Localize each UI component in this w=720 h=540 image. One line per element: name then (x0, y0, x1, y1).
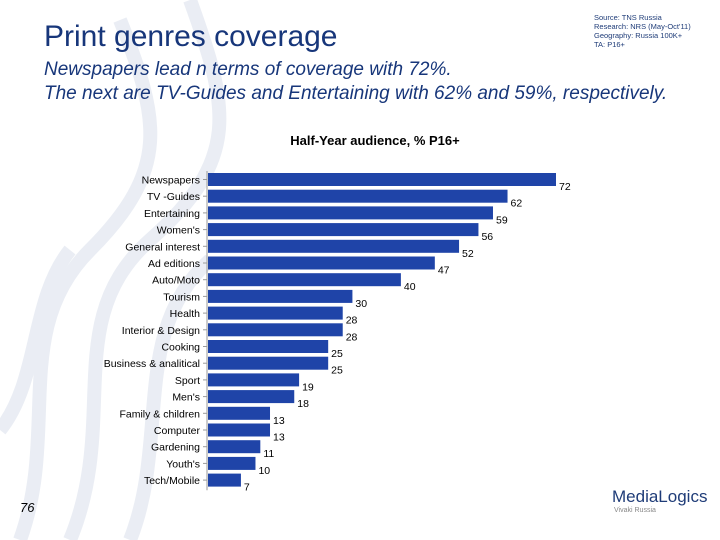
bar (208, 206, 493, 220)
category-label: Newspapers (142, 175, 200, 187)
bar (208, 440, 261, 454)
logo-subtext: Vivaki Russia (614, 507, 656, 514)
value-label: 30 (355, 298, 367, 310)
category-label: Cooking (161, 342, 200, 354)
category-label: TV -Guides (147, 191, 200, 203)
source-line: Source: TNS Russia (594, 13, 662, 22)
value-label: 7 (244, 482, 250, 494)
category-label: Gardening (151, 442, 200, 454)
slide-title: Print genres coverage (44, 20, 338, 53)
bar (208, 289, 353, 303)
value-label: 40 (404, 281, 416, 293)
category-label: Tourism (163, 291, 200, 303)
chart-title: Half-Year audience, % P16+ (290, 133, 460, 148)
value-label: 19 (302, 381, 314, 393)
bar (208, 256, 435, 270)
value-label: 59 (496, 214, 508, 226)
bar (208, 306, 343, 320)
bar (208, 456, 256, 470)
value-label: 13 (273, 415, 285, 427)
value-label: 62 (511, 198, 523, 210)
category-label: General interest (125, 241, 200, 253)
category-label: Tech/Mobile (144, 475, 200, 487)
category-label: Auto/Moto (152, 275, 200, 287)
category-label: Sport (175, 375, 200, 387)
value-label: 56 (481, 231, 493, 243)
bar (208, 373, 300, 387)
bar (208, 273, 401, 287)
value-label: 47 (438, 265, 450, 277)
value-label: 10 (258, 465, 270, 477)
category-label: Computer (154, 425, 201, 437)
bar (208, 189, 508, 203)
slide-subtitle: Newspapers lead n terms of coverage with… (44, 58, 714, 106)
bar (208, 323, 343, 337)
category-label: Family & children (119, 408, 200, 420)
bar (208, 390, 295, 404)
category-label: Youth's (166, 458, 200, 470)
source-line: Geography: Russia 100K+ (594, 31, 683, 40)
value-label: 25 (331, 348, 343, 360)
bar (208, 406, 271, 420)
bar (208, 423, 271, 437)
category-label: Business & analitical (104, 358, 200, 370)
source-note: Source: TNS Russia Research: NRS (May-Oc… (594, 13, 718, 49)
category-label: Women's (157, 225, 200, 237)
subtitle-line: Newspapers lead n terms of coverage with… (44, 59, 452, 80)
category-label: Entertaining (144, 208, 200, 220)
value-label: 28 (346, 315, 358, 327)
source-line: TA: P16+ (594, 40, 625, 49)
subtitle-line: The next are TV-Guides and Entertaining … (44, 83, 668, 104)
category-label: Ad editions (148, 258, 200, 270)
medialogics-logo: MediaLogics Vivaki Russia (612, 487, 712, 514)
logo-text: MediaLogics (612, 487, 708, 506)
value-label: 25 (331, 365, 343, 377)
value-label: 18 (297, 398, 309, 410)
category-label: Men's (172, 392, 200, 404)
value-label: 52 (462, 248, 474, 260)
category-label: Health (170, 308, 201, 320)
bar (208, 239, 460, 253)
category-label: Interior & Design (122, 325, 200, 337)
page-number: 76 (20, 500, 35, 515)
value-label: 13 (273, 432, 285, 444)
bar (208, 340, 329, 353)
bar (208, 473, 241, 487)
bar (208, 356, 329, 370)
value-label: 28 (346, 331, 358, 343)
source-line: Research: NRS (May-Oct'11) (594, 22, 691, 31)
value-label: 72 (559, 181, 571, 193)
value-label: 11 (263, 448, 274, 460)
bar (208, 173, 556, 186)
bar (208, 223, 479, 237)
